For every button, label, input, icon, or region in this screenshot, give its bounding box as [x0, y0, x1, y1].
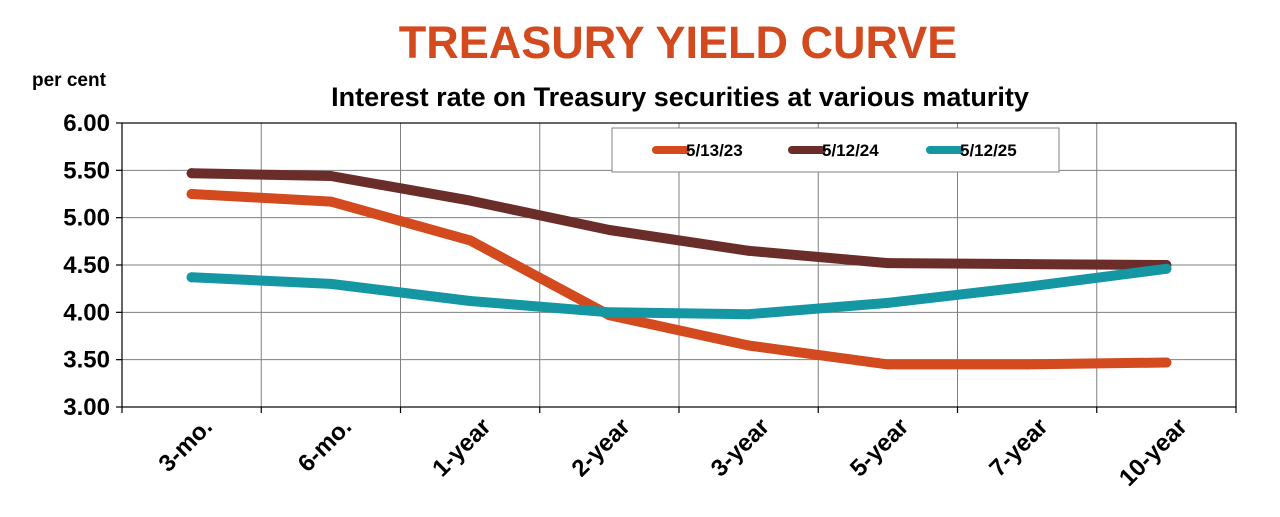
legend: 5/13/23 5/12/24 5/12/25	[611, 127, 1060, 173]
x-tick-labels: 3-mo. 6-mo. 1-year 2-year 3-year 5-year 7-year…	[154, 413, 1193, 492]
series-line-0	[186, 189, 1172, 370]
data-point	[186, 168, 197, 179]
x-tick-label: 3-mo.	[154, 413, 218, 477]
x-tick-label: 5-year	[845, 413, 914, 482]
x-tick-label: 2-year	[567, 413, 636, 482]
chart-subtitle: Interest rate on Treasury securities at …	[331, 82, 1029, 112]
y-tick-label: 6.00	[63, 110, 110, 137]
data-point	[186, 272, 197, 283]
data-point	[1022, 259, 1033, 270]
chart-title: TREASURY YIELD CURVE	[399, 17, 957, 68]
x-tick-label: 10-year	[1114, 413, 1193, 492]
data-point	[604, 224, 615, 235]
x-tick-label: 3-year	[706, 413, 775, 482]
data-point	[743, 340, 754, 351]
data-point	[604, 307, 615, 318]
legend-label: 5/12/24	[822, 141, 879, 160]
y-tick-label: 5.00	[63, 205, 110, 232]
x-tick-label: 6-mo.	[293, 413, 357, 477]
data-point	[465, 235, 476, 246]
y-tick-labels: 3.00 3.50 4.00 4.50 5.00 5.50 6.00	[63, 110, 110, 421]
series-line-2	[186, 263, 1172, 320]
data-point	[325, 196, 336, 207]
y-axis-label: per cent	[32, 70, 107, 91]
y-tick-label: 3.50	[63, 347, 110, 374]
data-point	[325, 278, 336, 289]
data-point	[186, 189, 197, 199]
data-point	[882, 297, 893, 308]
data-point	[743, 245, 754, 256]
data-point	[1161, 263, 1172, 274]
data-point	[465, 195, 476, 206]
data-point	[882, 359, 893, 370]
series-line-1	[186, 168, 1172, 270]
y-tick-label: 4.50	[63, 252, 110, 279]
y-tick-label: 5.50	[63, 157, 110, 184]
series-lines	[186, 168, 1172, 370]
y-tick-label: 3.00	[63, 394, 110, 421]
data-point	[1161, 357, 1172, 368]
plot-frame	[121, 122, 1237, 408]
data-point	[882, 258, 893, 269]
data-point	[1022, 359, 1033, 370]
x-tick-label: 1-year	[427, 413, 496, 482]
data-point	[325, 171, 336, 182]
legend-label: 5/12/25	[960, 141, 1017, 160]
y-tick-label: 4.00	[63, 299, 110, 326]
legend-label: 5/13/23	[686, 141, 743, 160]
data-point	[743, 309, 754, 320]
data-point	[1022, 281, 1033, 292]
data-point	[465, 295, 476, 306]
x-tick-label: 7-year	[984, 413, 1053, 482]
